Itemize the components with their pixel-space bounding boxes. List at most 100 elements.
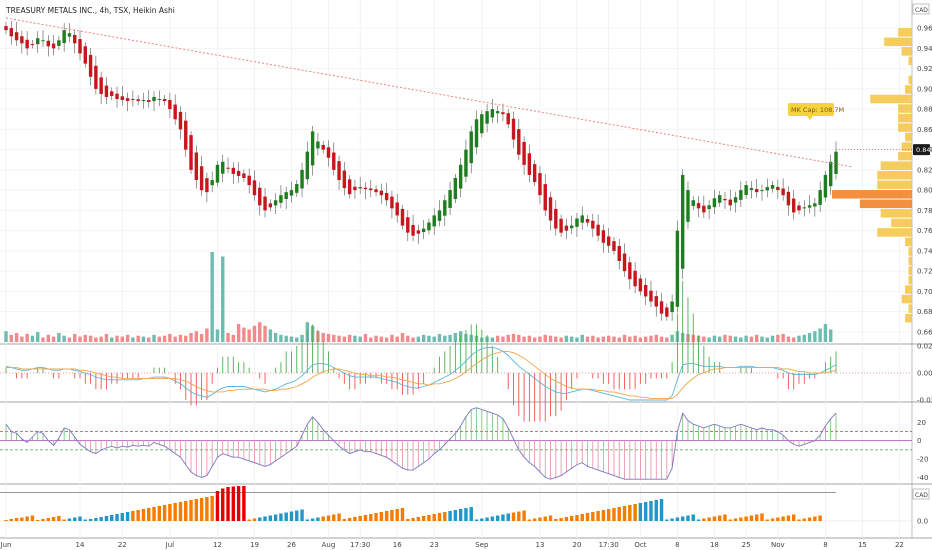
volume-bar xyxy=(617,337,621,342)
candle-body xyxy=(675,230,680,307)
bottom-bar xyxy=(147,508,151,521)
candle-body xyxy=(99,77,103,94)
candle-body xyxy=(110,91,114,96)
bottom-bar xyxy=(797,519,801,521)
candle-body xyxy=(458,164,463,189)
candle-body xyxy=(559,218,563,233)
candle-body xyxy=(30,44,35,46)
volume-bar xyxy=(295,337,299,342)
currency-badge: CAD xyxy=(912,3,930,15)
candle-body xyxy=(760,190,764,192)
volume-bar xyxy=(231,334,236,342)
bottom-bar xyxy=(400,508,405,521)
bottom-bar xyxy=(527,519,532,521)
volume-bar xyxy=(30,335,35,342)
candle-body xyxy=(596,224,600,236)
candle-body xyxy=(490,109,495,118)
candle-body xyxy=(236,170,241,176)
volume-profile-bar xyxy=(905,237,912,247)
volume-bar xyxy=(400,333,405,342)
volume-bar xyxy=(522,336,526,342)
candle-body xyxy=(670,301,674,313)
macd-tick-label: 0.00 xyxy=(917,370,932,378)
bottom-bar xyxy=(210,496,214,521)
bottom-bar xyxy=(300,509,304,521)
candle-body xyxy=(4,26,8,31)
bottom-bar xyxy=(517,511,521,521)
bottom-bar xyxy=(390,510,394,521)
bottom-bar xyxy=(686,515,690,521)
time-tick-label: 17:30 xyxy=(350,541,370,549)
candle-body xyxy=(643,284,648,297)
candle-body xyxy=(527,153,532,175)
candle-body xyxy=(696,203,701,209)
volume-bar xyxy=(823,324,828,342)
candle-body xyxy=(765,187,769,191)
volume-bar xyxy=(168,333,172,342)
candle-body xyxy=(295,184,299,193)
bottom-bar xyxy=(437,513,442,521)
candle-body xyxy=(580,215,584,223)
volume-bar xyxy=(347,334,352,342)
bottom-bar xyxy=(612,508,616,521)
candle-body xyxy=(289,190,294,196)
candle-body xyxy=(46,40,51,47)
candle-body xyxy=(199,166,204,191)
last-price-value: 0.84 xyxy=(916,146,930,154)
bottom-bar xyxy=(427,515,431,521)
volume-profile-bar xyxy=(832,190,912,199)
candle-body xyxy=(178,111,183,130)
price-tick-label: 0.92 xyxy=(917,65,932,73)
volume-bar xyxy=(9,334,13,342)
bottom-bar xyxy=(601,510,606,521)
volume-bar xyxy=(369,337,373,342)
volume-bars xyxy=(4,252,833,342)
bottom-bar xyxy=(421,516,426,521)
volume-bar xyxy=(178,334,183,342)
volume-bar xyxy=(437,333,442,342)
bottom-bar xyxy=(723,514,727,521)
bottom-bar xyxy=(178,502,183,521)
candle-body xyxy=(136,99,140,102)
volume-bar xyxy=(517,334,521,342)
volume-bar xyxy=(723,334,727,342)
volume-profile-bar xyxy=(901,294,912,304)
time-tick-label: 23 xyxy=(430,541,439,549)
volume-bar xyxy=(57,333,61,342)
candle-body xyxy=(284,192,288,200)
volume-bar xyxy=(791,337,796,342)
volume-bar xyxy=(88,335,93,342)
volume-bar xyxy=(94,337,98,342)
time-tick-label: 8 xyxy=(823,541,827,549)
bottom-bar xyxy=(554,519,558,521)
volume-bar xyxy=(818,328,822,342)
bottom-bar xyxy=(120,513,125,521)
volume-bar xyxy=(538,336,542,342)
candle-body xyxy=(395,202,399,216)
price-tick-label: 0.86 xyxy=(917,126,932,134)
volume-bar xyxy=(125,334,130,342)
candle-body xyxy=(205,178,209,193)
osc-tick-label: -20 xyxy=(917,456,928,464)
bottom-bar xyxy=(332,514,336,521)
candle-body xyxy=(358,187,362,189)
candle-body xyxy=(749,188,754,191)
volume-profile-bar xyxy=(908,247,912,256)
last-price-tag: 0.84 xyxy=(913,144,930,156)
volume-bar xyxy=(20,336,24,342)
volume-bar xyxy=(162,335,167,342)
bottom-bar xyxy=(173,503,177,521)
candle-body xyxy=(215,164,220,183)
candle-body xyxy=(612,241,616,251)
candle-body xyxy=(147,100,151,103)
osc-tick-label: -40 xyxy=(917,474,928,482)
candle-body xyxy=(591,220,595,229)
bottom-bar xyxy=(78,516,82,521)
candle-body xyxy=(495,111,500,114)
candle-body xyxy=(791,198,796,213)
volume-profile-bar xyxy=(901,47,912,56)
bottom-bar xyxy=(115,514,119,521)
candle-body xyxy=(469,131,473,164)
